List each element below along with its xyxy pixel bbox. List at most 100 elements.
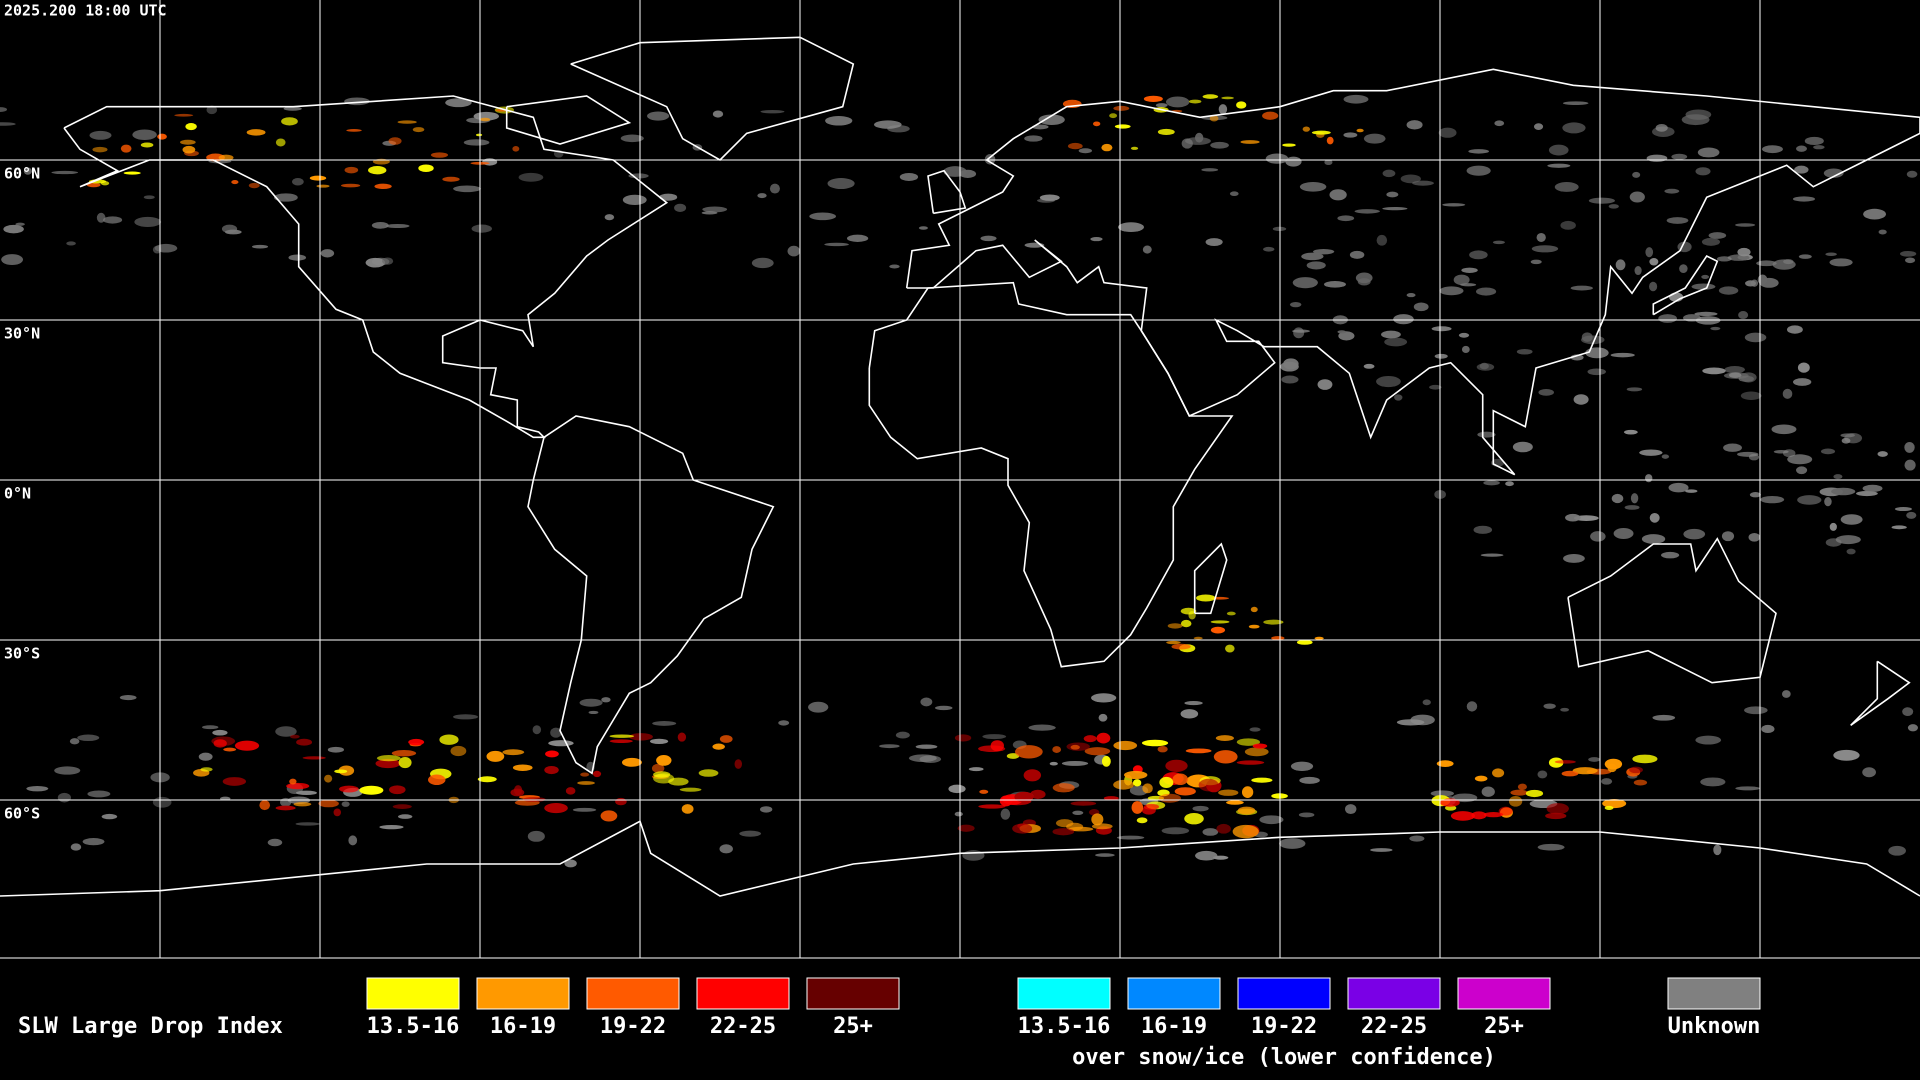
cloud-patch	[1691, 283, 1716, 290]
cloud-patch	[1587, 368, 1606, 376]
cloud-patch	[54, 766, 81, 775]
cloud-patch	[182, 145, 196, 154]
legend-swatch	[1127, 977, 1221, 1010]
cloud-patch	[1210, 626, 1226, 634]
cloud-patch	[719, 844, 733, 854]
cloud-patch	[1, 254, 24, 266]
cloud-patch	[649, 738, 669, 744]
cloud-patch	[620, 134, 644, 143]
cloud-patch	[1279, 838, 1306, 849]
cloud-patch	[1101, 143, 1113, 152]
cloud-patch	[1262, 111, 1279, 120]
cloud-patch	[734, 759, 743, 769]
cloud-patch	[621, 757, 642, 767]
cloud-patch	[143, 195, 155, 200]
cloud-patch	[1440, 798, 1460, 807]
cloud-patch	[698, 769, 719, 777]
cloud-patch	[334, 769, 348, 774]
cloud-patch	[1771, 424, 1797, 435]
cloud-patch	[1508, 795, 1523, 807]
cloud-patch	[1066, 822, 1084, 831]
cloud-patch	[579, 698, 603, 707]
cloud-patch	[1436, 760, 1454, 768]
cloud-patch	[522, 797, 546, 802]
cloud-patch	[1015, 745, 1043, 759]
cloud-patch	[609, 734, 635, 738]
cloud-patch	[1846, 548, 1856, 555]
cloud-patch	[1740, 391, 1762, 400]
cloud-patch	[1602, 798, 1627, 809]
cloud-patch	[653, 771, 671, 778]
cloud-patch	[1534, 123, 1544, 131]
cloud-patch	[1158, 793, 1181, 803]
cloud-patch	[1216, 823, 1231, 834]
cloud-patch	[712, 743, 725, 750]
cloud-patch	[1326, 136, 1334, 145]
cloud-patch	[1604, 805, 1614, 811]
cloud-patch	[1823, 168, 1844, 178]
cloud-patch	[1510, 789, 1528, 796]
cloud-patch	[1198, 778, 1219, 792]
cloud-patch	[679, 787, 702, 792]
cloud-patch	[1442, 203, 1466, 207]
cloud-patch	[344, 166, 359, 174]
coastline	[0, 820, 1920, 897]
cloud-patch	[388, 137, 402, 145]
cloud-patch	[895, 731, 910, 739]
cloud-patch	[1067, 142, 1083, 150]
coastlines	[0, 36, 1920, 897]
cloud-patch	[290, 734, 300, 739]
legend-label: Unknown	[1668, 1014, 1761, 1039]
cloud-patch	[1537, 770, 1548, 779]
lat-label: 30°S	[4, 645, 40, 663]
cloud-patch	[1313, 248, 1335, 255]
cloud-patch	[340, 183, 361, 188]
cloud-patch	[1644, 474, 1653, 483]
coastline	[570, 36, 855, 161]
cloud-patch	[1468, 149, 1489, 154]
cloud-patch	[1349, 250, 1365, 259]
cloud-patch	[957, 824, 975, 832]
cloud-patch	[1744, 706, 1768, 715]
cloud-patch	[453, 185, 481, 193]
cloud-patch	[445, 98, 472, 108]
cloud-patch	[1793, 378, 1812, 386]
cloud-patch	[919, 755, 942, 764]
cloud-patch	[592, 770, 602, 778]
coastline	[1567, 537, 1777, 684]
cloud-patch	[1000, 808, 1011, 820]
cloud-patch	[1833, 474, 1843, 480]
cloud-patch	[1904, 459, 1916, 471]
cloud-patch	[759, 806, 773, 813]
legend-label: 19-22	[600, 1014, 666, 1039]
cloud-patch	[577, 781, 595, 785]
cloud-patch	[1738, 311, 1749, 320]
cloud-patch	[288, 254, 307, 261]
cloud-patch	[1702, 367, 1726, 375]
cloud-patch	[1282, 143, 1296, 147]
cloud-patch	[604, 214, 615, 221]
cloud-patch	[659, 193, 678, 201]
cloud-patch	[212, 729, 228, 736]
cloud-patch	[1572, 767, 1598, 775]
cloud-patch	[1695, 167, 1711, 176]
cloud-patch	[1078, 148, 1093, 154]
legend-swatch	[366, 977, 460, 1010]
cloud-patch	[1471, 811, 1487, 820]
cloud-patch	[1744, 332, 1767, 343]
cloud-patch	[1226, 611, 1236, 616]
cloud-patch	[1466, 701, 1478, 712]
cloud-patch	[1205, 238, 1223, 247]
cloud-patch	[769, 183, 780, 194]
cloud-patch	[1166, 640, 1181, 645]
cloud-patch	[778, 720, 790, 726]
cloud-patch	[1263, 619, 1284, 625]
cloud-patch	[1272, 226, 1287, 232]
cloud-patch	[1797, 362, 1810, 373]
cloud-patch	[234, 740, 260, 751]
cloud-patch	[1538, 389, 1555, 396]
cloud-patch	[1281, 375, 1299, 384]
cloud-patch	[1474, 775, 1488, 782]
cloud-patch	[1905, 257, 1916, 264]
cloud-patch	[1483, 812, 1504, 818]
